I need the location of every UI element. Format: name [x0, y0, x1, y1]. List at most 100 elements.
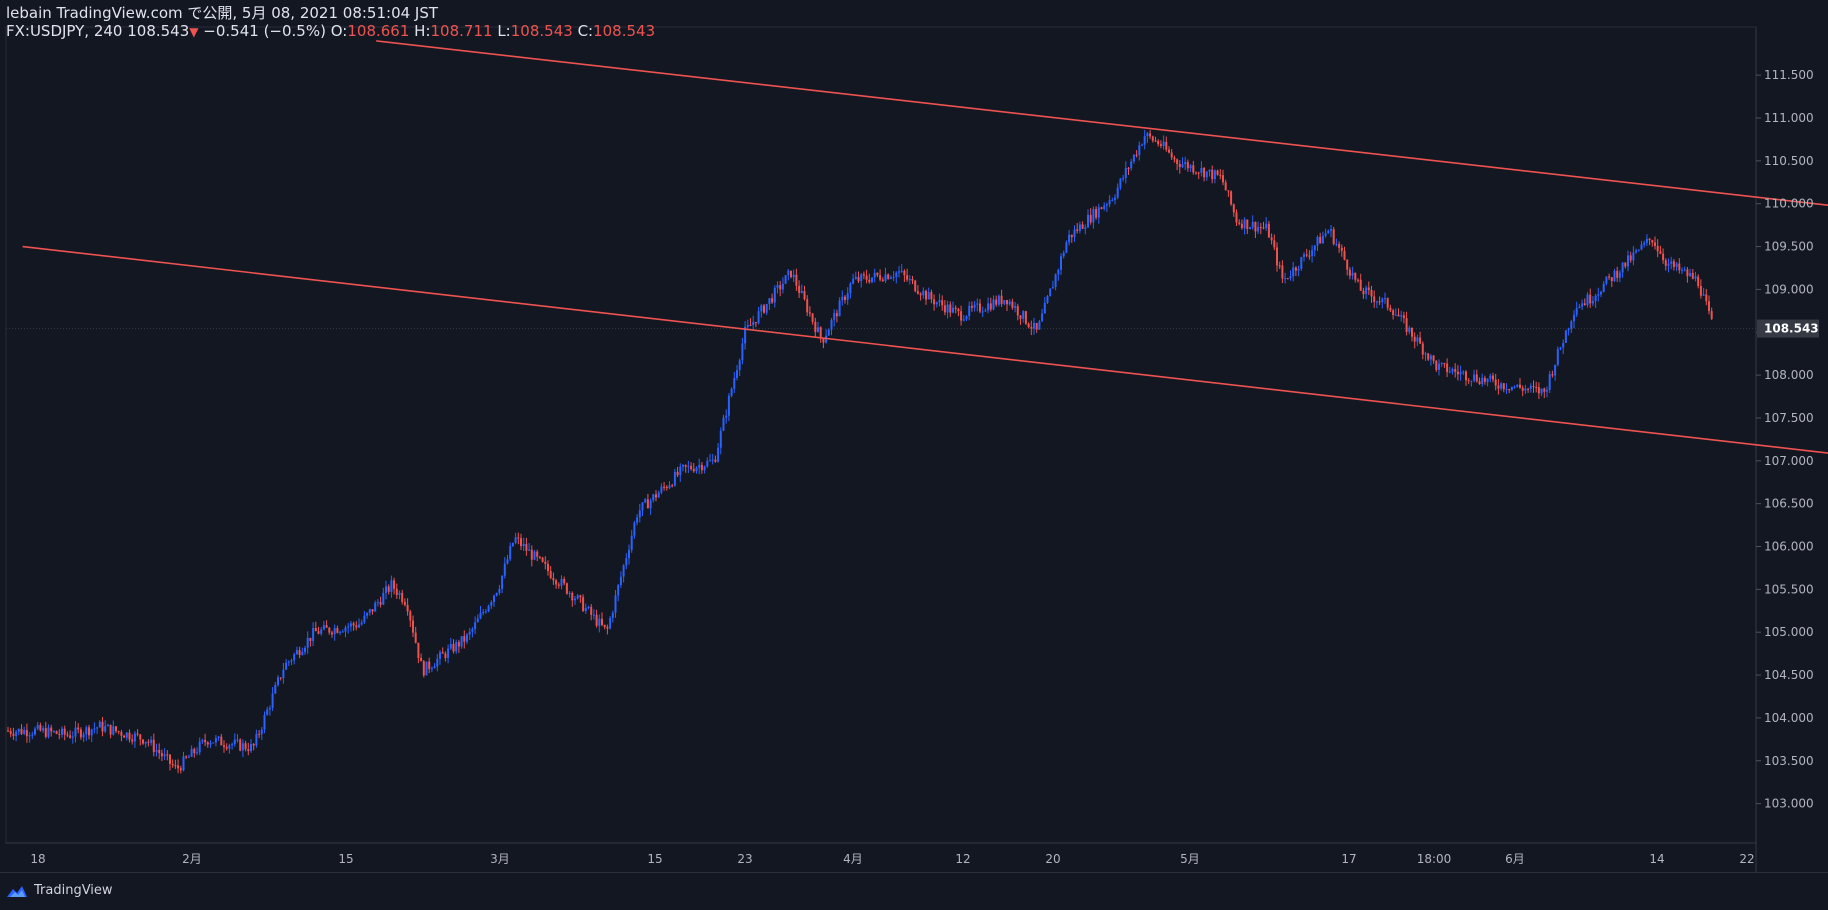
candle-body: [1481, 377, 1484, 385]
candle-body: [795, 274, 798, 286]
candle-body: [1394, 314, 1397, 316]
candle-body: [1300, 257, 1303, 269]
candle-body: [47, 727, 50, 737]
candle-body: [614, 595, 617, 613]
candle-body: [930, 292, 933, 300]
candle-body: [792, 274, 795, 278]
candle-body: [1289, 276, 1292, 279]
candle-body: [584, 607, 587, 612]
candle-body: [1249, 227, 1251, 229]
trendlines[interactable]: [22, 40, 1828, 521]
candle-body: [1686, 269, 1689, 277]
candle-body: [395, 588, 398, 595]
candle-body: [1519, 384, 1521, 388]
candle-body: [911, 279, 914, 281]
candle-body: [198, 741, 201, 753]
candle-body: [420, 657, 423, 662]
candle-body: [582, 597, 585, 612]
candle-body: [1041, 313, 1044, 322]
candle-body: [115, 726, 117, 732]
candle-body: [1689, 272, 1692, 277]
candle-body: [790, 270, 792, 278]
candle-body: [1176, 159, 1179, 165]
candle-body: [1562, 342, 1565, 348]
candle-body: [1243, 219, 1246, 229]
candle-body: [895, 272, 898, 277]
candle-body: [898, 271, 900, 273]
candle-body: [903, 270, 906, 276]
candle-body: [441, 652, 444, 654]
high-label: H:: [414, 22, 431, 40]
candle-body: [1427, 353, 1430, 360]
price-tick-label: 105.500: [1764, 582, 1814, 596]
candle-body: [314, 628, 317, 632]
tradingview-brand[interactable]: TradingView: [6, 883, 113, 898]
candle-body: [482, 612, 485, 614]
price-chart[interactable]: 111.500 111.000 110.500 110.000 109.500 109.0…: [0, 0, 1828, 872]
candle-body: [12, 733, 15, 736]
candle-body: [1022, 311, 1025, 319]
candle-body: [1691, 272, 1694, 279]
candle-body: [1451, 369, 1454, 372]
candle-body: [1038, 321, 1041, 330]
candle-body: [598, 618, 601, 626]
price-axis[interactable]: 111.500 111.000 110.500 110.000 109.500 109.0…: [1756, 68, 1814, 811]
candle-body: [1151, 136, 1154, 141]
candle-body: [1405, 318, 1408, 332]
candle-body: [722, 417, 725, 431]
candle-body: [463, 636, 466, 642]
close-value: 108.543: [593, 22, 656, 40]
candle-body: [822, 338, 825, 343]
candle-body: [1683, 269, 1686, 271]
candle-body: [852, 278, 855, 284]
candle-body: [412, 620, 414, 633]
candle-body: [1656, 245, 1659, 252]
candle-body: [1381, 298, 1384, 302]
candle-body: [279, 677, 282, 679]
candle-body: [58, 733, 61, 735]
candle-body: [576, 595, 579, 599]
candle-body: [854, 276, 857, 279]
candle-body: [490, 602, 493, 606]
candle-body: [250, 744, 252, 752]
candle-body: [1068, 234, 1071, 243]
candle-body: [925, 290, 927, 300]
candle-body: [31, 734, 34, 736]
candle-body: [1003, 300, 1006, 304]
candle-body: [946, 304, 949, 313]
candle-body: [1246, 219, 1249, 229]
candle-body: [106, 724, 109, 727]
candle-body: [1162, 141, 1165, 146]
price-tick-label: 105.000: [1764, 625, 1814, 639]
candle-body: [1548, 374, 1551, 390]
trendline[interactable]: [376, 40, 1828, 272]
time-axis[interactable]: 18 2月 15 3月 15 23 4月 12 20 5月 17 18:00 6月 14 22: [30, 852, 1754, 866]
candle-body: [36, 724, 39, 729]
candle-body: [1556, 349, 1559, 365]
low-label: L:: [497, 22, 511, 40]
candle-body: [1527, 388, 1530, 390]
candle-body: [298, 650, 301, 655]
candle-body: [163, 754, 166, 757]
candle-body: [455, 641, 458, 652]
candle-body: [754, 322, 757, 324]
candle-body: [811, 313, 814, 322]
candle-body: [1389, 307, 1392, 311]
candle-body: [55, 731, 58, 734]
candle-body: [814, 321, 817, 333]
candle-body: [1440, 363, 1443, 365]
candle-body: [1516, 384, 1519, 387]
candle-body: [617, 584, 620, 596]
candle-body: [295, 650, 298, 655]
candle-body: [649, 500, 652, 509]
candle-body: [493, 595, 495, 603]
candle-body: [1089, 214, 1092, 223]
candle-body: [190, 748, 193, 757]
trendline[interactable]: [22, 245, 1828, 521]
candle-body: [352, 623, 355, 626]
candle-body: [765, 303, 768, 313]
candle-body: [1600, 292, 1602, 295]
candle-body: [1254, 221, 1257, 232]
candle-body: [155, 749, 158, 752]
candle-body: [220, 736, 223, 746]
